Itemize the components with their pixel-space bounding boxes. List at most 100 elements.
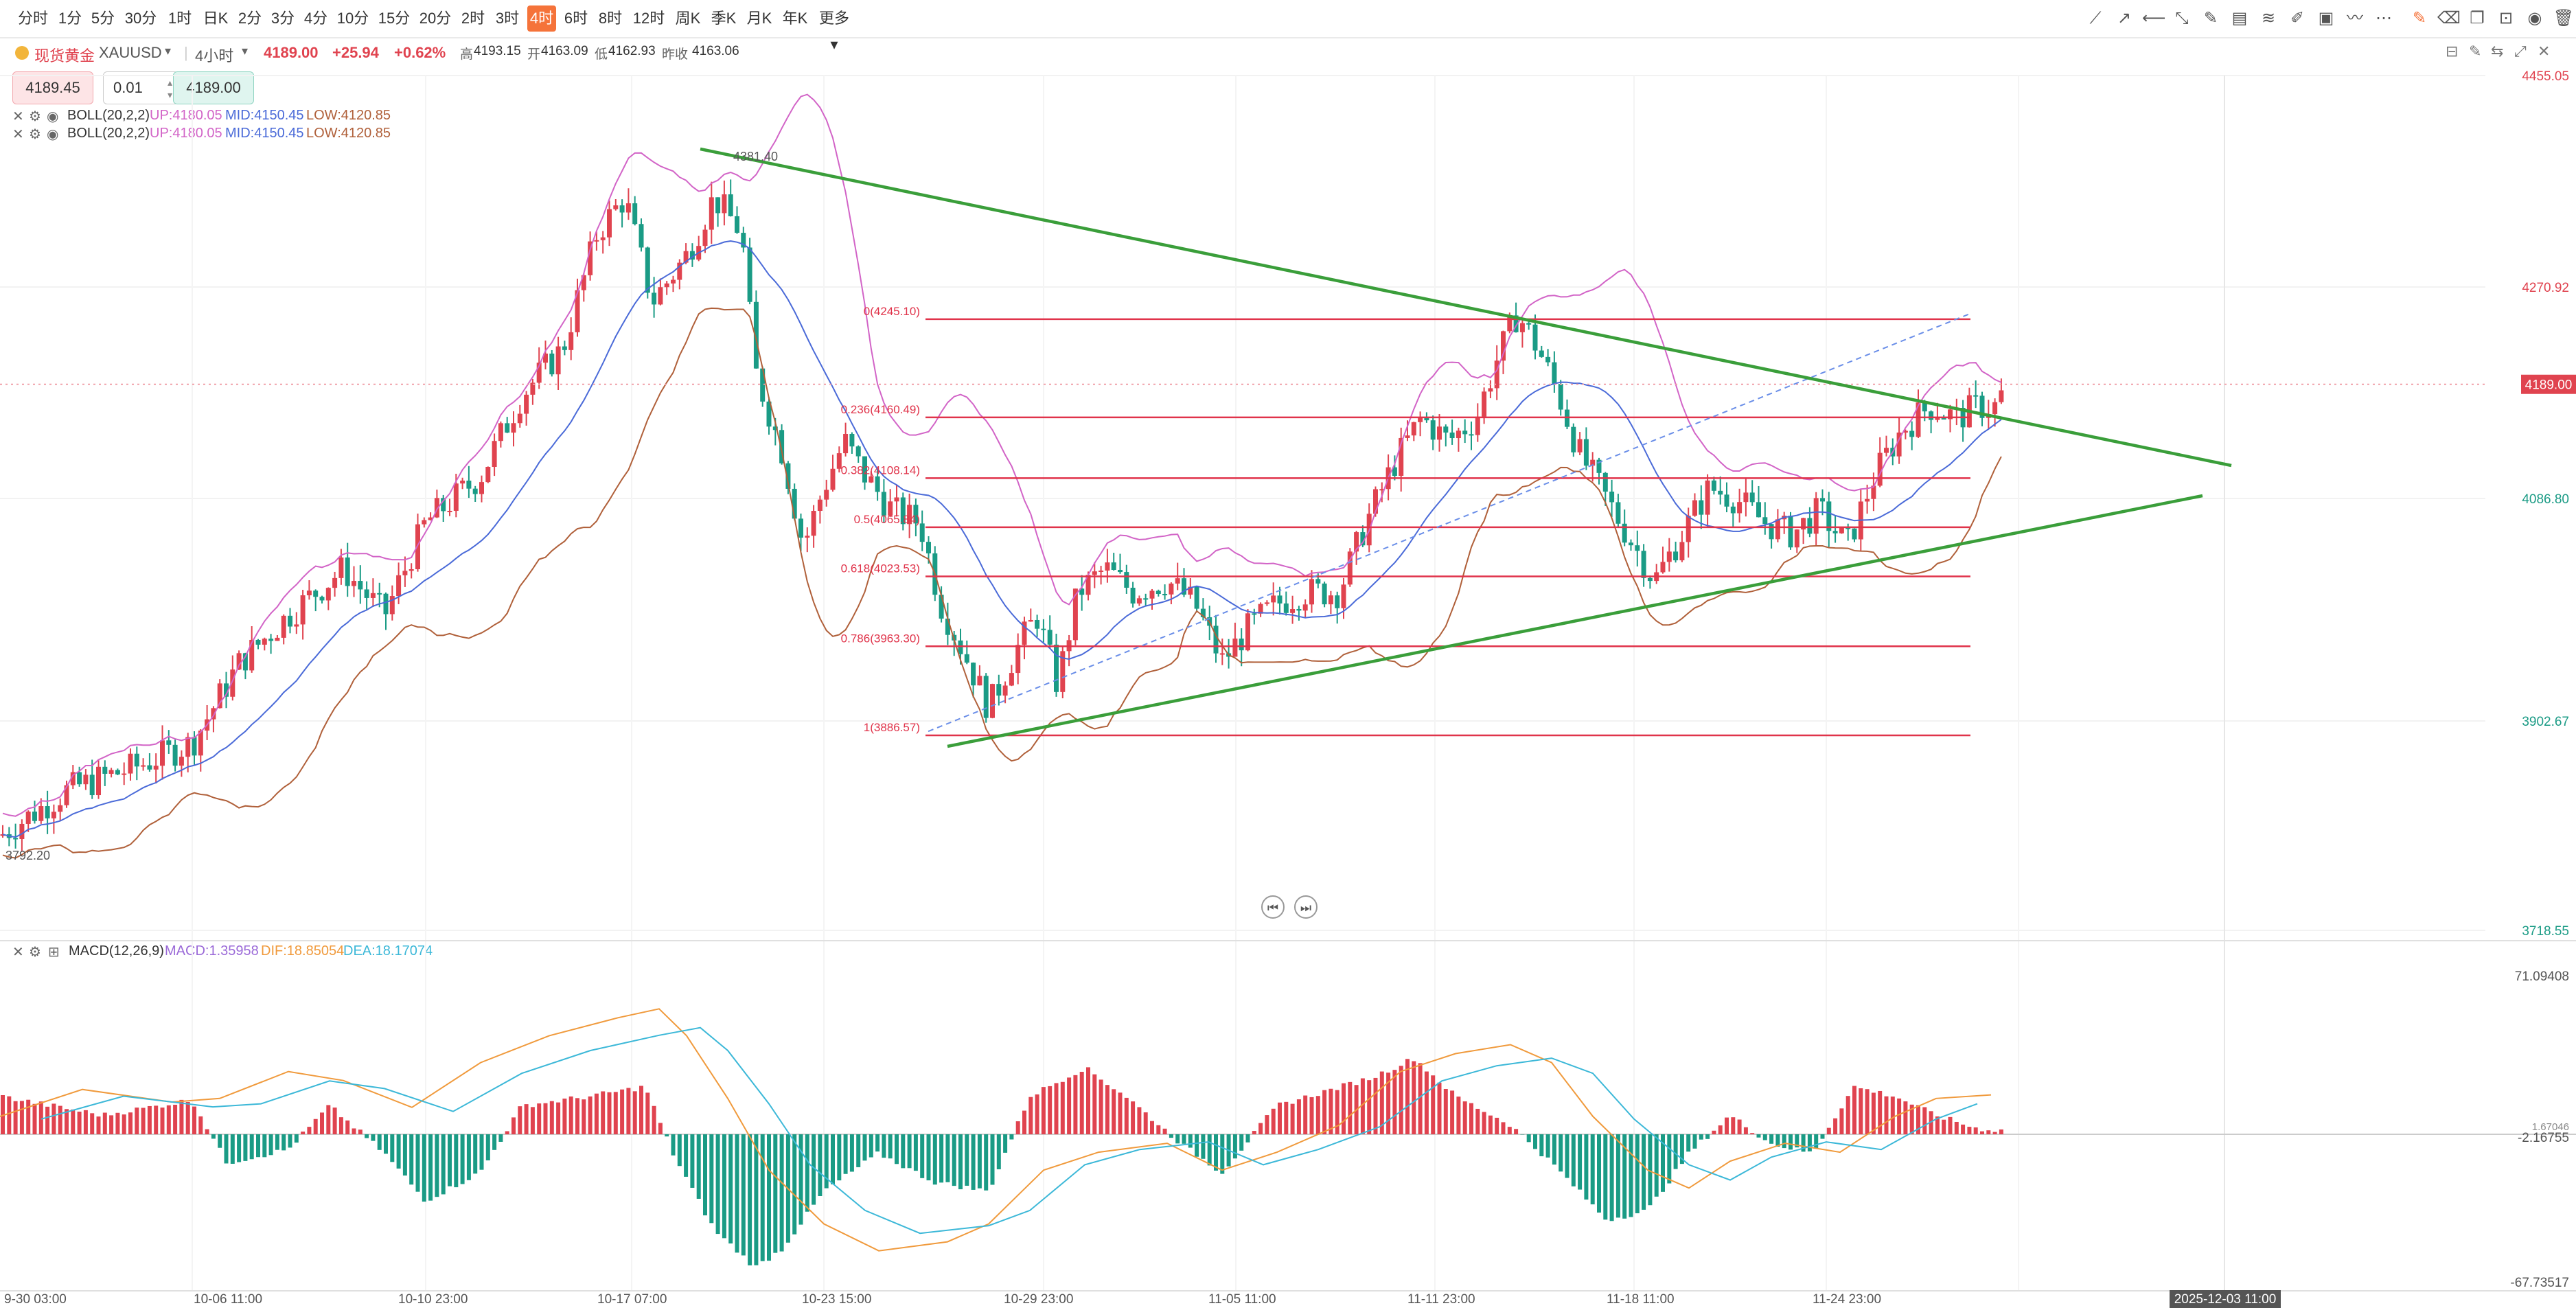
trash-icon[interactable]: 🗑 — [2553, 9, 2575, 27]
macd-histogram-bar — [1922, 1107, 1927, 1134]
macd-histogram-bar — [882, 1134, 886, 1158]
period-tab-9[interactable]: 10分 — [336, 10, 369, 27]
pencil-icon[interactable]: ✎ — [2469, 43, 2482, 60]
period-tab-7[interactable]: 3分 — [271, 10, 295, 27]
period-tab-11[interactable]: 20分 — [419, 10, 452, 27]
candle-body — [671, 279, 676, 284]
macd-histogram-bar — [856, 1134, 861, 1167]
candle-body — [338, 557, 344, 578]
pencil-icon[interactable]: ✎ — [2203, 9, 2218, 27]
compare-icon[interactable]: ⇆ — [2491, 43, 2504, 60]
eye-icon[interactable]: ◉ — [47, 109, 59, 124]
dif-value: DIF:18.85054 — [261, 943, 345, 959]
period-tab-19[interactable]: 季K — [711, 10, 737, 27]
macd-histogram-bar — [932, 1134, 937, 1185]
macd-histogram-bar — [754, 1134, 759, 1265]
segment-icon[interactable]: ⤡ — [2175, 9, 2189, 27]
period-tab-21[interactable]: 年K — [782, 10, 808, 27]
interval-select[interactable]: 4小时 — [195, 47, 234, 65]
period-tab-3[interactable]: 30分 — [124, 10, 157, 27]
period-tab-6[interactable]: 2分 — [238, 10, 262, 27]
eraser-icon[interactable]: ⌫ — [2437, 9, 2461, 27]
buy-button[interactable]: 4189.00 — [173, 71, 254, 104]
time-axis-label-0: 9-30 03:00 — [4, 1292, 67, 1307]
ray-icon[interactable]: ↗ — [2117, 9, 2132, 27]
candle-body — [977, 676, 982, 686]
close-icon[interactable]: ✕ — [12, 127, 24, 142]
period-tab-20[interactable]: 月K — [746, 10, 772, 27]
layers-icon[interactable]: ❐ — [2470, 9, 2485, 27]
chevron-down-icon[interactable]: ▾ — [242, 44, 249, 58]
macd-histogram-bar — [1775, 1134, 1780, 1147]
skip-forward-icon-bg[interactable] — [1294, 895, 1318, 919]
candle-body — [581, 275, 586, 290]
close-icon[interactable]: ✕ — [12, 109, 24, 124]
period-tab-2[interactable]: 5分 — [91, 10, 115, 27]
period-tab-0[interactable]: 分时 — [17, 10, 48, 27]
parallel-channel-icon[interactable]: ▤ — [2231, 9, 2248, 27]
expand-icon[interactable]: ⤢ — [2514, 43, 2527, 60]
macd-histogram-bar — [185, 1101, 190, 1134]
candle-body — [1130, 588, 1136, 604]
period-tab-4[interactable]: 1时 — [168, 10, 192, 27]
trend-lines[interactable] — [700, 147, 2232, 748]
macd-histogram-bar — [38, 1101, 43, 1134]
settings-icon[interactable]: ⚙ — [29, 945, 41, 960]
picture-icon[interactable]: ▣ — [2318, 9, 2334, 27]
period-tab-18[interactable]: 周K — [675, 10, 701, 27]
period-tab-17[interactable]: 12时 — [632, 10, 665, 27]
add-icon[interactable]: ⊞ — [48, 945, 60, 960]
candle-body — [1552, 362, 1557, 385]
trend-line-icon[interactable]: ⟋ — [2089, 9, 2102, 27]
macd-histogram-bar — [19, 1101, 24, 1134]
candle-body — [192, 737, 197, 756]
eye-icon[interactable]: ◉ — [2527, 9, 2542, 27]
period-tab-22[interactable]: 更多▾ — [818, 10, 849, 53]
period-tab-8[interactable]: 4分 — [303, 10, 328, 27]
macd-axis-label-2: -67.73517 — [2510, 1276, 2569, 1290]
skip-forward-icon[interactable]: ⏭ — [1300, 901, 1311, 915]
wave-icon[interactable]: 〰 — [2347, 9, 2363, 27]
period-tab-15[interactable]: 6时 — [564, 10, 588, 27]
period-tab-5[interactable]: 日K — [203, 10, 229, 27]
candle-body — [147, 765, 152, 770]
period-tab-12[interactable]: 2时 — [461, 10, 485, 27]
close-icon[interactable]: ✕ — [2538, 43, 2551, 60]
period-tab-10[interactable]: 15分 — [378, 10, 411, 27]
candle-body — [1629, 542, 1633, 546]
symbol-name[interactable]: 现货黄金 — [34, 47, 95, 65]
settings-icon[interactable]: ⚙ — [29, 127, 41, 142]
fib-icon[interactable]: ≋ — [2261, 9, 2276, 27]
skip-back-icon-bg[interactable] — [1261, 895, 1285, 919]
lock-icon[interactable]: ⊡ — [2498, 9, 2514, 27]
chart-control-icon[interactable]: ⊟ — [2446, 43, 2459, 60]
settings-icon[interactable]: ⚙ — [29, 109, 41, 124]
more-dots-icon[interactable]: ⋯ — [2376, 9, 2392, 27]
skip-back-icon[interactable]: ⏮ — [1267, 901, 1278, 915]
sell-button[interactable]: 4189.45 — [12, 71, 93, 104]
close-icon[interactable]: ✕ — [12, 945, 24, 960]
macd-histogram-bar — [428, 1134, 433, 1201]
period-tab-1[interactable]: 1分 — [58, 10, 82, 27]
candle-body — [19, 823, 25, 839]
stepper-down-icon[interactable]: ▾ — [167, 89, 172, 100]
macd-histogram-bar — [607, 1092, 612, 1134]
period-tab-16[interactable]: 8时 — [598, 10, 623, 27]
chevron-down-icon[interactable]: ▾ — [165, 44, 172, 58]
stepper-up-icon[interactable]: ▴ — [167, 77, 172, 88]
period-tab-14[interactable]: 4时 — [527, 5, 556, 32]
candle-body — [1322, 583, 1327, 605]
candle-body — [230, 669, 235, 697]
macd-histogram-bar — [1929, 1111, 1933, 1134]
edit-icon[interactable]: ✎ — [2412, 9, 2427, 27]
period-tab-13[interactable]: 3时 — [495, 10, 520, 27]
macd-histogram-bar — [1590, 1134, 1595, 1205]
eye-icon[interactable]: ◉ — [47, 127, 59, 142]
symbol-code[interactable]: XAUUSD — [99, 44, 162, 61]
horizontal-line-icon[interactable]: ⟵ — [2142, 9, 2166, 27]
macd-histogram-bar — [371, 1134, 376, 1141]
brush-icon[interactable]: ✐ — [2290, 9, 2305, 27]
quantity-stepper[interactable]: 0.01 ▴ ▾ — [103, 71, 179, 104]
macd-histogram-bar — [1769, 1134, 1774, 1144]
